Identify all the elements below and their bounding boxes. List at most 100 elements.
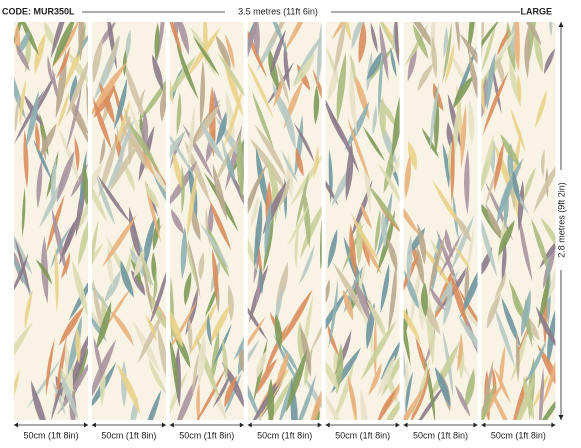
leaf bbox=[145, 288, 166, 338]
leaf bbox=[59, 370, 79, 420]
leaf bbox=[460, 104, 467, 169]
leaf bbox=[255, 147, 270, 215]
leaf bbox=[293, 52, 315, 87]
leaf bbox=[169, 130, 187, 176]
leaf bbox=[360, 202, 373, 230]
leaf bbox=[192, 35, 220, 77]
leaf bbox=[72, 260, 88, 317]
leaf bbox=[157, 325, 166, 391]
leaf bbox=[444, 43, 455, 84]
leaf bbox=[496, 55, 505, 87]
leaf bbox=[45, 338, 55, 396]
leaf bbox=[56, 150, 75, 203]
leaf bbox=[153, 273, 158, 303]
leaf bbox=[443, 283, 453, 326]
leaf bbox=[303, 187, 311, 249]
leaf bbox=[59, 351, 77, 415]
leaf bbox=[215, 34, 231, 69]
leaf bbox=[370, 22, 378, 53]
leaf bbox=[537, 344, 556, 398]
leaf bbox=[309, 305, 322, 354]
leaf bbox=[247, 316, 266, 361]
leaf bbox=[459, 259, 478, 319]
leaf bbox=[451, 214, 475, 271]
leaf bbox=[264, 199, 272, 259]
leaf bbox=[56, 357, 88, 416]
leaf bbox=[336, 52, 347, 123]
leaf bbox=[481, 134, 494, 200]
leaf bbox=[530, 218, 551, 277]
leaf bbox=[196, 381, 200, 420]
leaf bbox=[120, 260, 135, 298]
leaf bbox=[204, 284, 218, 317]
leaf bbox=[91, 294, 105, 333]
leaf bbox=[379, 394, 400, 420]
leaf bbox=[442, 22, 452, 84]
arrow-head bbox=[317, 422, 322, 428]
leaf bbox=[61, 221, 74, 258]
leaf bbox=[344, 101, 370, 151]
leaf bbox=[65, 56, 88, 118]
leaf bbox=[206, 313, 212, 347]
leaf bbox=[247, 339, 260, 378]
leaf bbox=[91, 60, 128, 120]
leaf bbox=[78, 213, 88, 267]
leaf bbox=[254, 124, 287, 180]
leaf bbox=[258, 266, 264, 295]
leaf bbox=[457, 315, 478, 362]
leaf bbox=[360, 319, 398, 382]
leaf bbox=[366, 299, 388, 342]
leaf bbox=[459, 32, 478, 83]
leaf bbox=[181, 164, 185, 215]
panel-width-label: 50cm (1ft 8in) bbox=[491, 430, 546, 440]
leaf bbox=[517, 180, 525, 232]
arrow-head bbox=[325, 422, 330, 428]
leaf bbox=[187, 315, 193, 356]
leaf bbox=[270, 29, 286, 76]
leaf bbox=[184, 233, 199, 289]
leaf bbox=[247, 295, 268, 342]
leaf bbox=[388, 263, 397, 333]
leaf bbox=[327, 66, 338, 101]
leaf bbox=[468, 99, 475, 145]
panel-width-label: 50cm (1ft 8in) bbox=[257, 430, 312, 440]
leaf bbox=[169, 73, 173, 104]
leaf bbox=[148, 357, 166, 396]
leaf bbox=[137, 311, 164, 364]
label-bg bbox=[520, 4, 581, 20]
leaf bbox=[91, 219, 99, 274]
arrow-head bbox=[169, 422, 174, 428]
leaf bbox=[501, 237, 507, 284]
leaf bbox=[19, 79, 27, 127]
leaf bbox=[358, 22, 367, 64]
leaf bbox=[394, 22, 400, 67]
panel bbox=[247, 22, 322, 420]
leaf bbox=[453, 75, 475, 109]
leaf bbox=[102, 214, 138, 268]
leaf bbox=[212, 163, 228, 221]
leaf bbox=[228, 169, 244, 219]
leaf bbox=[194, 103, 221, 144]
leaf bbox=[97, 174, 132, 224]
leaf bbox=[225, 89, 235, 145]
leaf bbox=[283, 40, 290, 92]
leaf bbox=[224, 33, 235, 71]
leaf bbox=[247, 22, 268, 78]
leaf bbox=[500, 133, 522, 169]
leaf bbox=[255, 274, 260, 307]
leaf bbox=[377, 355, 395, 397]
arrow-head bbox=[84, 422, 88, 428]
leaf bbox=[247, 226, 258, 272]
leaf bbox=[222, 338, 228, 383]
leaf bbox=[35, 259, 53, 285]
leaf bbox=[212, 371, 232, 408]
leaf bbox=[512, 170, 520, 204]
leaf bbox=[535, 305, 556, 352]
leaf bbox=[349, 53, 356, 84]
leaf bbox=[222, 87, 243, 150]
leaf bbox=[408, 141, 417, 171]
leaf bbox=[125, 29, 131, 60]
arrow-head bbox=[161, 422, 166, 428]
leaf bbox=[226, 153, 236, 182]
